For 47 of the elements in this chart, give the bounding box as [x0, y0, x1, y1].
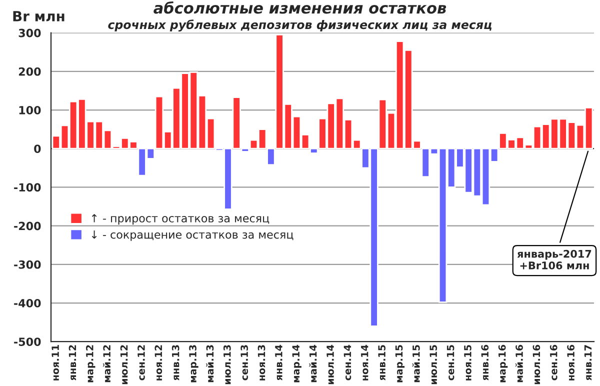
x-tick-label: сен.12 — [138, 345, 145, 380]
x-tick-label: янв.13 — [172, 345, 180, 380]
x-tick-label: янв.16 — [481, 344, 489, 380]
x-tick-label: июл.13 — [223, 345, 231, 384]
y-tick-label: 200 — [18, 67, 41, 76]
x-tick-label: сен.13 — [240, 345, 248, 380]
x-tick-label: сен.15 — [446, 345, 454, 380]
x-tick-label: янв.12 — [68, 345, 76, 380]
x-tick-label: мар.15 — [395, 345, 405, 382]
x-tick-label: мар.12 — [86, 345, 96, 382]
x-tick-label: ноя.15 — [464, 345, 472, 380]
y-tick-label: 0 — [34, 144, 41, 153]
chart-title: абсолютные изменения остатков — [154, 1, 446, 14]
x-tick-label: июл.16 — [532, 344, 540, 384]
annotation: январь-2017 +Br106 млн — [517, 250, 592, 270]
x-tick-label: май.16 — [515, 344, 523, 382]
x-tick-label: ноя.14 — [361, 344, 368, 380]
legend-label: ↓ - сокращение остатков за месяц — [92, 230, 294, 241]
x-tick-label: июл.12 — [120, 345, 128, 384]
x-tick-label: мар.13 — [189, 345, 198, 382]
x-tick-label: мар.16 — [498, 344, 508, 382]
x-tick-label: мар.14 — [292, 344, 302, 382]
y-tick-label: 100 — [19, 106, 41, 114]
x-tick-label: ноя.16 — [567, 344, 574, 380]
x-tick-label: сен.14 — [344, 344, 352, 380]
y-tick-label: -100 — [14, 183, 41, 192]
y-tick-label: -500 — [14, 338, 41, 346]
x-tick-label: ноя.11 — [52, 345, 59, 380]
x-tick-label: июл.15 — [430, 345, 438, 384]
x-tick-label: май.15 — [412, 345, 420, 382]
x-tick-label: сен.16 — [550, 344, 558, 380]
y-axis-title: Br млн — [13, 11, 64, 22]
x-tick-label: май.14 — [309, 344, 317, 382]
x-tick-label: ноя.13 — [258, 345, 266, 380]
x-tick-label: май.13 — [206, 345, 214, 382]
chart-subtitle: срочных рублевых депозитов физических лиц за месяц — [108, 20, 492, 32]
x-tick-label: июл.14 — [326, 344, 334, 384]
legend-label: ↑ - прирост остатков за месяц — [92, 214, 270, 225]
x-tick-label: ноя.12 — [154, 345, 162, 380]
x-tick-label: янв.14 — [275, 344, 282, 380]
x-tick-label: май.12 — [102, 345, 111, 382]
y-tick-label: -200 — [14, 222, 41, 230]
x-tick-label: янв.17 — [584, 345, 592, 380]
y-tick-label: -400 — [14, 298, 41, 308]
y-tick-label: 300 — [18, 28, 41, 38]
y-tick-label: -300 — [14, 260, 41, 269]
x-tick-label: янв.15 — [378, 345, 386, 380]
